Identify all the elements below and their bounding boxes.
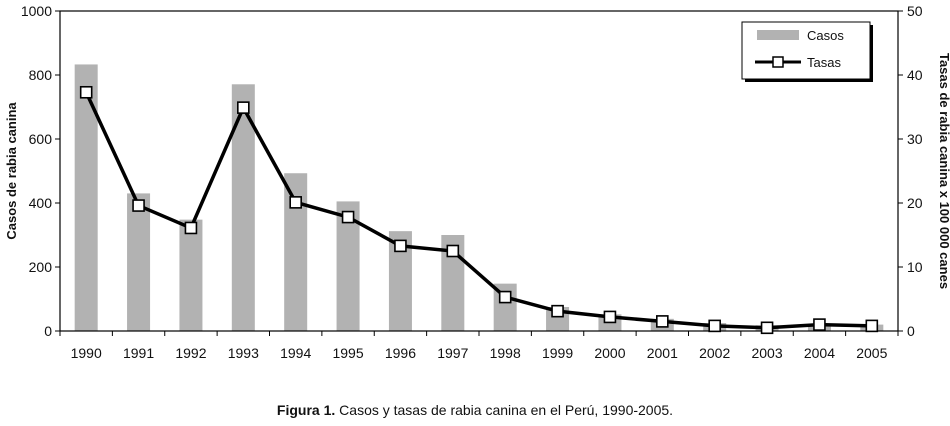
point-tasas-2005 <box>865 319 879 333</box>
point-tasas-1999 <box>551 304 564 318</box>
bar-casos-1996 <box>388 231 412 331</box>
bar-casos-1997 <box>441 235 465 331</box>
point-tasas-2004 <box>813 318 826 331</box>
y-tick-label-200: 200 <box>29 259 53 275</box>
point-tasas-1993 <box>237 101 250 114</box>
point-tasas-2001 <box>656 315 669 328</box>
line-tasas <box>84 91 872 330</box>
y2-tick-label-50: 50 <box>907 3 923 19</box>
point-tasas-1995 <box>341 210 355 224</box>
y2-tick-label-20: 20 <box>907 195 923 211</box>
legend-swatch-casos <box>757 30 799 40</box>
legend-label-casos: Casos <box>807 28 844 43</box>
bar-casos-1995 <box>336 201 360 331</box>
y2-tick-label-10: 10 <box>907 259 923 275</box>
x-tick-label-1999: 1999 <box>542 345 573 361</box>
x-tick-label-1990: 1990 <box>71 345 102 361</box>
legend-swatch-tasas-marker <box>772 56 784 68</box>
x-tick-label-1996: 1996 <box>385 345 416 361</box>
point-tasas-1991 <box>132 199 145 212</box>
x-tick-label-2005: 2005 <box>856 345 887 361</box>
x-tick-label-1991: 1991 <box>123 345 154 361</box>
point-tasas-1997 <box>446 244 460 258</box>
x-tick-label-1993: 1993 <box>228 345 259 361</box>
caption-text: Casos y tasas de rabia canina en el Perú… <box>335 402 674 418</box>
x-tick-label-2001: 2001 <box>647 345 678 361</box>
point-tasas-1992 <box>184 221 198 235</box>
y2-tick-label-0: 0 <box>907 323 915 339</box>
legend: Casos Tasas <box>741 21 873 82</box>
point-tasas-2003 <box>760 321 774 335</box>
bar-casos-1990 <box>74 64 98 331</box>
x-tick-label-2000: 2000 <box>594 345 625 361</box>
point-tasas-1998 <box>498 290 512 304</box>
x-tick-label-1998: 1998 <box>490 345 521 361</box>
x-tick-label-1994: 1994 <box>280 345 311 361</box>
x-tick-label-2003: 2003 <box>751 345 782 361</box>
y2-tick-label-40: 40 <box>907 67 923 83</box>
point-tasas-2000 <box>603 310 617 324</box>
point-tasas-1996 <box>394 239 407 253</box>
line-layer <box>79 85 879 335</box>
y2-axis-title: Tasas de rabia canina x 100 000 canes <box>937 53 950 289</box>
caption-label: Figura 1. <box>276 402 336 418</box>
bar-casos-1991 <box>127 193 151 331</box>
y-tick-label-600: 600 <box>29 131 53 147</box>
x-tick-label-2004: 2004 <box>804 345 835 361</box>
figure-caption: Figura 1. Casos y tasas de rabia canina … <box>0 402 950 418</box>
bar-casos-1992 <box>179 219 203 331</box>
point-tasas-1990 <box>79 85 93 99</box>
y-tick-label-800: 800 <box>29 67 53 83</box>
x-tick-label-1997: 1997 <box>437 345 468 361</box>
axes-layer: 0 200 400 600 800 1000 0 10 20 30 40 50 1990 1991 1992… <box>21 3 923 361</box>
y-tick-label-0: 0 <box>44 323 52 339</box>
bars-layer <box>74 64 884 331</box>
y2-tick-label-30: 30 <box>907 131 923 147</box>
bar-casos-1994 <box>284 173 308 331</box>
y-tick-label-400: 400 <box>29 195 53 211</box>
chart: 0 200 400 600 800 1000 0 10 20 30 40 50 1990 1991 1992… <box>4 3 950 361</box>
x-tick-label-2002: 2002 <box>699 345 730 361</box>
y-axis-title: Casos de rabia canina <box>4 102 19 240</box>
x-tick-label-1995: 1995 <box>332 345 363 361</box>
x-tick-label-1992: 1992 <box>175 345 206 361</box>
point-tasas-2002 <box>708 319 721 333</box>
point-tasas-1994 <box>289 196 302 209</box>
legend-label-tasas: Tasas <box>807 55 841 70</box>
bar-casos-1993 <box>231 84 255 331</box>
y-tick-label-1000: 1000 <box>21 3 52 19</box>
